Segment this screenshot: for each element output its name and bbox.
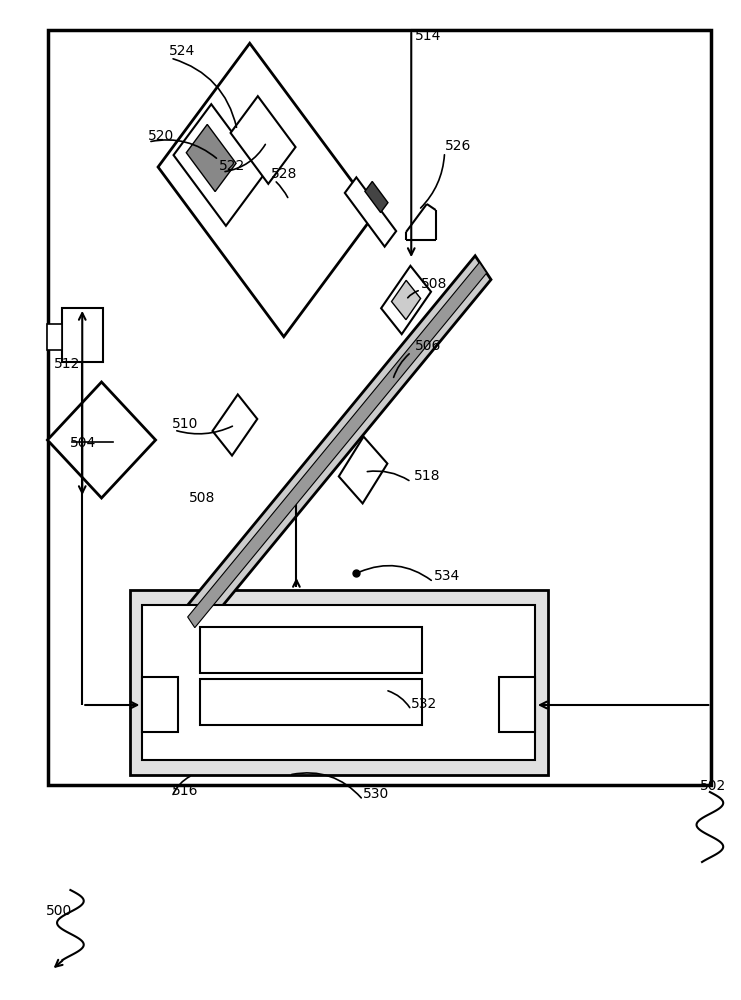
Text: 508: 508 <box>189 491 216 505</box>
Text: 514: 514 <box>415 29 442 43</box>
Polygon shape <box>173 104 264 226</box>
Polygon shape <box>187 262 487 628</box>
Polygon shape <box>381 266 431 334</box>
Text: 510: 510 <box>172 417 199 431</box>
Text: 530: 530 <box>363 787 389 801</box>
Text: 522: 522 <box>219 159 245 173</box>
Polygon shape <box>365 181 388 213</box>
Polygon shape <box>186 124 236 192</box>
Polygon shape <box>47 382 156 498</box>
Text: 500: 500 <box>46 904 72 918</box>
Bar <box>142 677 178 732</box>
Polygon shape <box>158 43 376 337</box>
Text: 506: 506 <box>415 339 442 353</box>
Text: 528: 528 <box>270 167 297 181</box>
Bar <box>142 605 535 760</box>
Text: 516: 516 <box>172 784 199 798</box>
Polygon shape <box>339 437 388 503</box>
Bar <box>47 324 62 350</box>
Bar <box>200 679 422 725</box>
Bar <box>499 677 535 732</box>
Polygon shape <box>230 96 296 184</box>
Text: 520: 520 <box>148 129 174 143</box>
Text: 526: 526 <box>445 139 471 153</box>
Text: 502: 502 <box>700 779 726 793</box>
Text: 508: 508 <box>421 277 448 291</box>
Text: 532: 532 <box>411 697 437 711</box>
Text: 504: 504 <box>70 436 96 450</box>
Polygon shape <box>391 280 421 320</box>
Bar <box>48 30 711 785</box>
Polygon shape <box>345 177 396 247</box>
Bar <box>200 627 422 673</box>
Text: 524: 524 <box>169 44 195 58</box>
Text: 518: 518 <box>413 469 440 483</box>
Bar <box>130 590 548 775</box>
Text: 534: 534 <box>433 569 459 583</box>
Polygon shape <box>183 256 491 634</box>
Bar <box>62 308 103 362</box>
Polygon shape <box>213 394 257 456</box>
Text: 512: 512 <box>54 357 81 371</box>
